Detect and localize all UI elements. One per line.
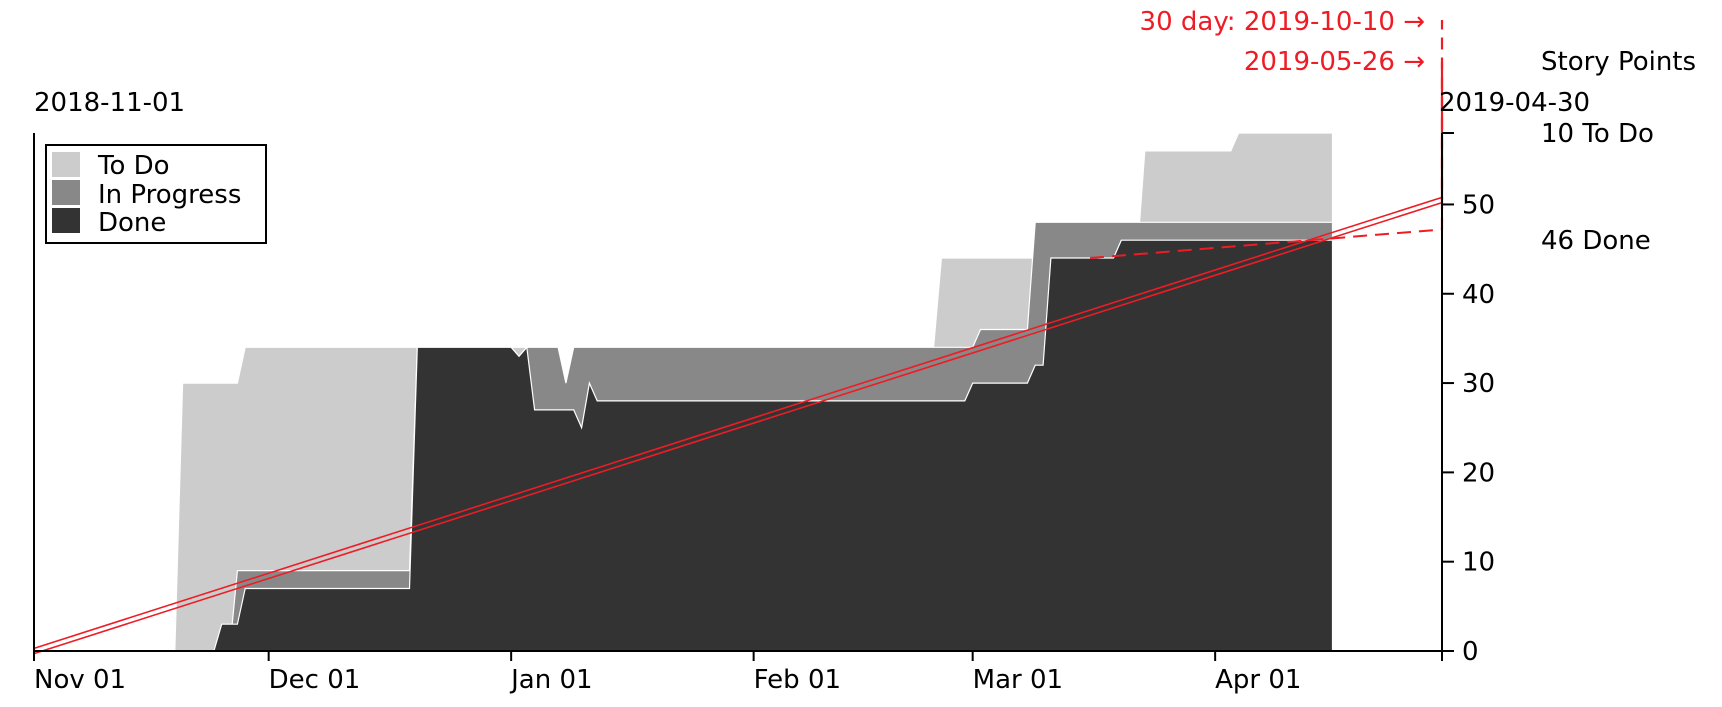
area-done xyxy=(213,239,1334,652)
legend-swatch-in-progress xyxy=(52,180,80,205)
x-tick-label: Mar 01 xyxy=(973,665,1063,695)
trend-line-ideal-lower xyxy=(32,196,1442,650)
legend: To Do In Progress Done xyxy=(45,144,267,244)
trend-line-30-day xyxy=(1089,228,1443,260)
forecast-30day-annotation: 30 day: 2019-10-10 → xyxy=(1140,7,1425,37)
y-tick-label: 20 xyxy=(1462,458,1495,488)
legend-box xyxy=(45,144,267,244)
end-date-label: 2019-04-30 xyxy=(1439,88,1590,118)
x-tick-label: Apr 01 xyxy=(1215,665,1301,695)
legend-swatch-done xyxy=(52,208,80,233)
axes: Nov 01 Dec 01 Jan 01 Feb 01 Mar 01 Apr 01 0 10 2… xyxy=(33,132,1495,695)
y-tick-label: 30 xyxy=(1462,369,1495,399)
x-tick-label: Dec 01 xyxy=(269,665,361,695)
legend-label-todo: To Do xyxy=(97,151,170,181)
trend-line-ideal-upper xyxy=(34,201,1444,655)
y-axis-label: Story Points xyxy=(1541,47,1696,77)
y-tick-label: 50 xyxy=(1462,190,1495,220)
legend-label-done: Done xyxy=(98,208,166,238)
todo-summary-label: 10 To Do xyxy=(1541,119,1654,149)
y-tick-label: 40 xyxy=(1462,280,1495,310)
trend-lines xyxy=(32,20,1444,655)
x-tick-label: Nov 01 xyxy=(34,665,126,695)
start-date-label: 2018-11-01 xyxy=(34,88,185,118)
x-tick-label: Jan 01 xyxy=(509,665,592,695)
legend-swatch-todo xyxy=(52,152,80,177)
forecast-annotation: 2019-05-26 → xyxy=(1244,47,1425,77)
stacked-areas xyxy=(174,132,1334,652)
legend-label-in-progress: In Progress xyxy=(98,180,241,210)
y-tick-label: 0 xyxy=(1462,637,1479,667)
x-tick-label: Feb 01 xyxy=(754,665,841,695)
y-tick-label: 10 xyxy=(1462,548,1495,578)
done-summary-label: 46 Done xyxy=(1541,226,1651,256)
